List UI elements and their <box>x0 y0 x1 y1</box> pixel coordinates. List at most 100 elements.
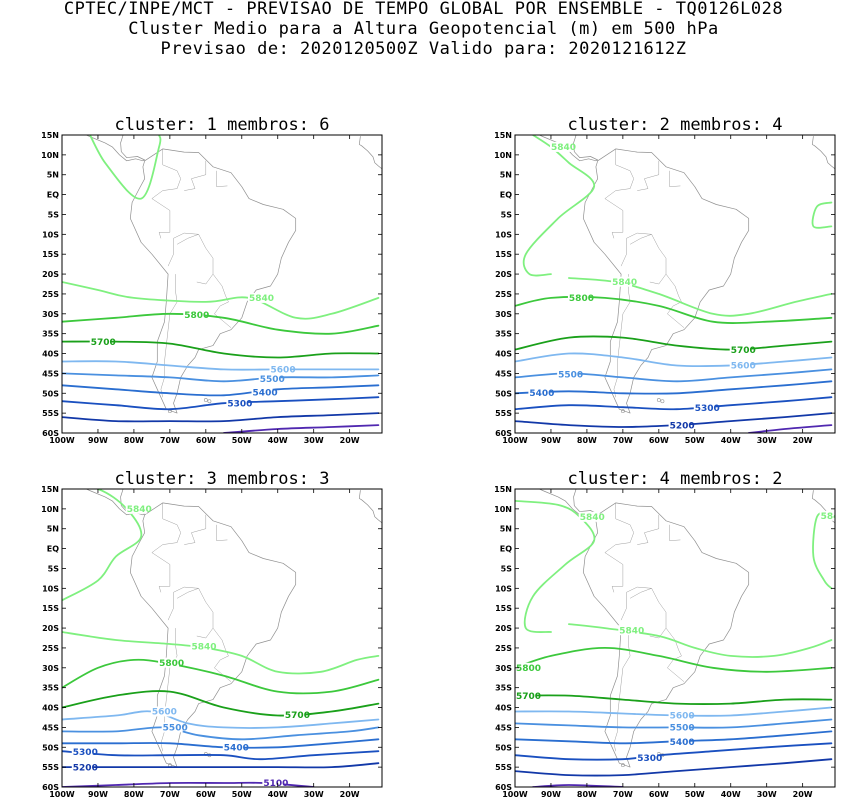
contour-line-5400 <box>515 380 833 395</box>
contour-line-5800 <box>62 658 380 695</box>
lon-tick-label: 90W <box>88 436 108 445</box>
contour-label-bg <box>549 141 571 152</box>
contour-line-5600 <box>62 360 380 371</box>
lon-tick-label: 20W <box>340 436 360 445</box>
contour-label-5300: 5300 <box>637 754 662 764</box>
contour-line-5400 <box>62 384 380 397</box>
contour-label-5840: 5840 <box>127 505 152 515</box>
contour-label-bg <box>125 503 147 514</box>
africa-coastline <box>358 490 382 524</box>
country-border <box>669 524 681 541</box>
contour-label-5840: 5840 <box>249 294 274 304</box>
lon-tick-label: 90W <box>88 790 108 799</box>
lon-tick-label: 90W <box>541 436 561 445</box>
contour-label-5300: 5300 <box>695 404 720 414</box>
country-border <box>216 170 228 187</box>
contour-label-bg <box>515 662 536 673</box>
header-line-2: Cluster Medio para a Altura Geopotencial… <box>128 19 719 39</box>
contour-label-bg <box>819 510 835 521</box>
contour-label-5800: 5800 <box>159 659 184 669</box>
map-frame <box>514 134 836 434</box>
contour-label-bg <box>578 511 600 522</box>
lat-tick-label: 10S <box>495 230 512 239</box>
south-america-coastline <box>582 502 750 768</box>
lon-tick-label: 70W <box>613 790 633 799</box>
contour-label-bg <box>71 762 93 773</box>
lon-tick-label: 80W <box>577 790 597 799</box>
map-body: 5840 5840 5800 5700 5600 5500 5400 5300 5200 5100… <box>41 485 383 799</box>
lat-tick-label: 55S <box>42 409 59 418</box>
lat-tick-label: 60S <box>42 429 59 438</box>
contour-label-bg <box>262 778 284 787</box>
lon-tick-label: 40W <box>721 436 741 445</box>
contour-line-5800 <box>62 312 380 335</box>
contour-label-5700: 5700 <box>731 346 756 356</box>
country-border <box>176 234 199 245</box>
lon-tick-label: 20W <box>340 790 360 799</box>
lat-tick-label: 5N <box>47 171 59 180</box>
lat-tick-label: 10S <box>42 230 59 239</box>
country-border <box>629 234 652 245</box>
island <box>660 399 665 404</box>
contour-label-bg <box>247 292 269 303</box>
contour-label-bg <box>71 747 93 758</box>
lat-tick-label: 25S <box>495 644 512 653</box>
contour-label-bg <box>729 360 751 371</box>
map-cluster-3: 5840 5840 5800 5700 5600 5500 5400 5300 5200 5100… <box>41 485 383 799</box>
country-border <box>604 502 634 553</box>
contour-line-5200 <box>515 758 833 777</box>
lon-tick-label: 40W <box>268 790 288 799</box>
contour-label-bg <box>161 722 183 733</box>
lon-tick-label: 60W <box>196 436 216 445</box>
central-america-coastline <box>85 489 146 516</box>
contour-label-5400: 5400 <box>529 389 554 399</box>
contour-label-5800: 5800 <box>184 311 209 321</box>
south-america-coastline <box>582 148 750 414</box>
contour-label-5700: 5700 <box>91 338 116 348</box>
lat-tick-label: 10N <box>494 505 512 514</box>
lat-tick-label: 15S <box>42 604 59 613</box>
contour-label-5200: 5200 <box>73 763 98 773</box>
lon-tick-label: 100W <box>49 790 75 799</box>
map-frame <box>61 134 383 434</box>
contour-label-5500: 5500 <box>670 724 695 734</box>
lon-tick-label: 100W <box>502 790 528 799</box>
contour-label-bg <box>89 336 111 347</box>
lon-tick-label: 50W <box>685 790 705 799</box>
lat-tick-label: 20S <box>42 624 59 633</box>
lat-tick-label: 20S <box>495 270 512 279</box>
map-body: 5840 5840 5840 5800 5700 5600 5500 5400 5300 15N 1… <box>494 485 836 799</box>
lon-tick-label: 50W <box>685 436 705 445</box>
contour-label-5840: 5840 <box>612 278 637 288</box>
contour-line-5840 <box>568 623 833 658</box>
lat-tick-label: 60S <box>495 429 512 438</box>
contour-label-5500: 5500 <box>163 724 188 734</box>
lat-tick-label: 55S <box>495 763 512 772</box>
contour-label-bg <box>668 710 690 721</box>
contour-label-bg <box>611 276 633 287</box>
south-america-coastline <box>129 502 297 768</box>
lat-tick-label: 25S <box>42 290 59 299</box>
country-border <box>160 274 178 398</box>
contour-line-5200 <box>62 412 380 423</box>
country-border <box>604 148 634 199</box>
lat-tick-label: 45S <box>42 723 59 732</box>
lon-tick-label: 80W <box>577 436 597 445</box>
contour-label-5600: 5600 <box>271 366 296 376</box>
lat-tick-label: 5S <box>501 564 513 573</box>
contour-label-bg <box>251 387 273 398</box>
island <box>203 398 208 402</box>
contour-label-5800: 5800 <box>569 294 594 304</box>
contour-line-5100 <box>532 784 624 787</box>
country-border <box>167 586 214 639</box>
country-border <box>604 198 624 239</box>
lon-tick-label: 40W <box>721 790 741 799</box>
map-frame <box>61 488 383 788</box>
lat-tick-label: EQ <box>47 545 59 554</box>
lat-tick-label: 5S <box>501 210 513 219</box>
contour-label-5300: 5300 <box>227 399 252 409</box>
country-border <box>216 524 228 541</box>
lat-tick-label: 50S <box>42 743 59 752</box>
